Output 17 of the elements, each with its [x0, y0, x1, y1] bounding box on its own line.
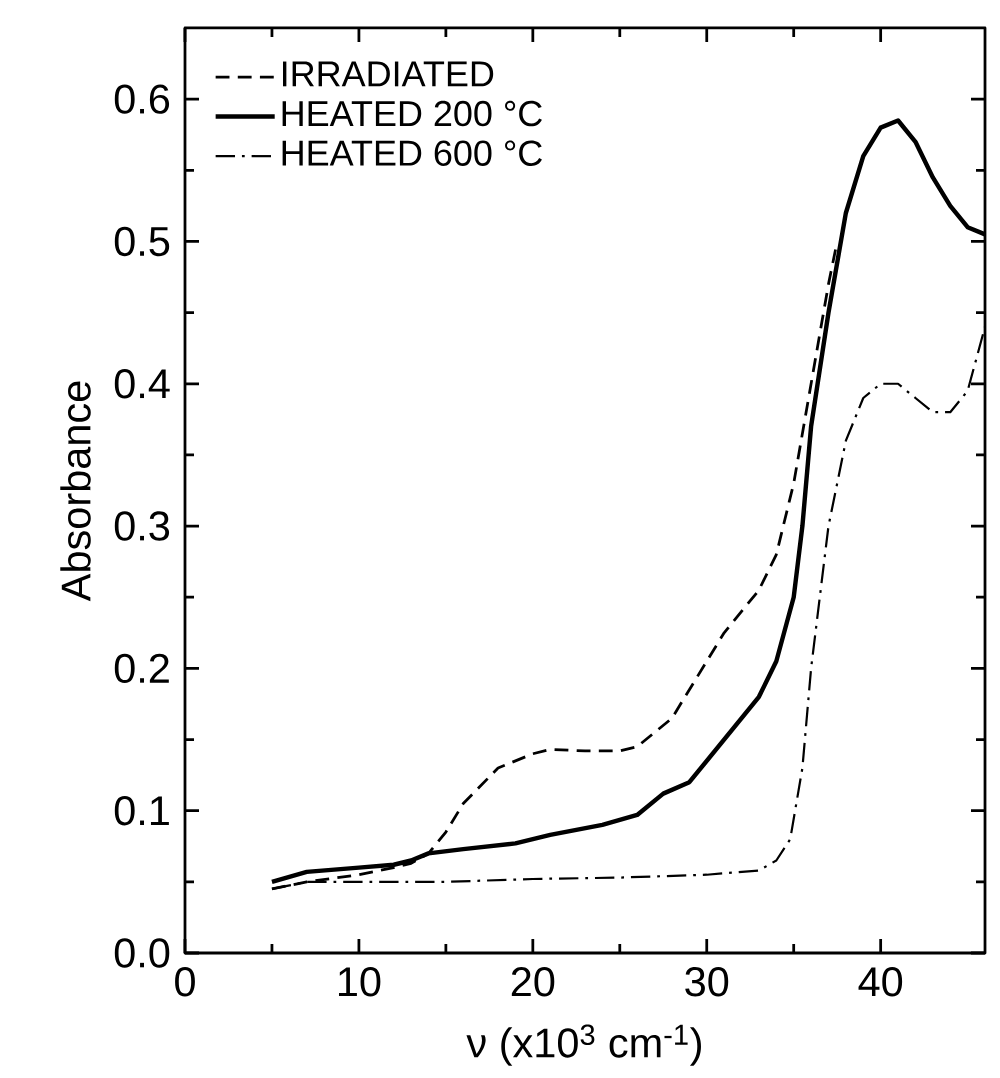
x-tick-label: 0: [175, 967, 195, 997]
y-tick-label: 0.1: [114, 795, 169, 826]
y-tick-label: 0.2: [114, 653, 169, 684]
y-tick-label: 0.6: [114, 84, 170, 114]
legend-label: HEATED 200 °C: [282, 100, 542, 127]
x-tick-label: 30: [685, 967, 729, 997]
x-tick-label: 20: [511, 967, 555, 997]
y-tick-label: 0.5: [114, 226, 170, 257]
y-tick-label: 0.3: [114, 511, 170, 541]
x-tick-label: 40: [858, 967, 903, 997]
x-axis-title: ν (x10$^{3}$ cm$^{-1}$): [466, 1024, 701, 1066]
y-tick-label: 0.4: [114, 369, 170, 399]
y-axis-title: Absorbance: [60, 381, 91, 602]
x-tick-label: 10: [339, 967, 381, 997]
y-tick-label: 0.0: [114, 938, 170, 968]
legend-label: HEATED 600 °C: [282, 140, 542, 166]
legend-label: IRRADIATED: [283, 61, 494, 87]
